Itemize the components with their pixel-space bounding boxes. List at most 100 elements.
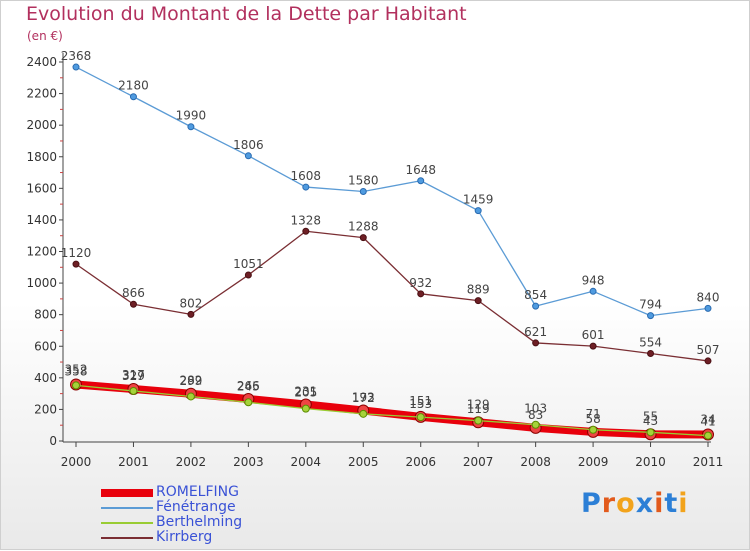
data-point-fenetrange — [589, 287, 597, 295]
data-point-fenetrange — [474, 207, 482, 215]
logo-letter: i — [678, 488, 689, 519]
y-tick-label: 800 — [34, 308, 57, 322]
legend-swatch — [101, 521, 153, 524]
logo-letter: P — [581, 488, 602, 519]
data-label-romelfing: 358 — [65, 364, 88, 378]
data-point-kirrberg — [647, 350, 655, 358]
data-point-berthelming — [186, 392, 195, 401]
data-label-fenetrange: 1459 — [463, 193, 494, 207]
logo-letter: o — [616, 488, 636, 519]
data-label-romelfing: 43 — [643, 414, 658, 428]
data-label-berthelming: 103 — [524, 402, 547, 416]
data-point-kirrberg — [129, 300, 137, 308]
y-tick-label: 400 — [34, 371, 57, 385]
data-point-fenetrange — [647, 312, 655, 320]
data-label-romelfing: 58 — [585, 412, 600, 426]
y-tick-label: 1600 — [26, 181, 57, 195]
x-tick-label: 2000 — [61, 455, 92, 469]
logo-letter: x — [635, 488, 655, 519]
data-label-berthelming: 71 — [585, 407, 600, 421]
legend-item: Fénétrange — [101, 500, 242, 515]
y-tick-label: 1000 — [26, 276, 57, 290]
data-point-kirrberg — [359, 234, 367, 242]
proxiti-logo: Proxiti — [581, 488, 689, 519]
data-point-fenetrange — [187, 123, 195, 131]
data-label-kirrberg: 889 — [467, 283, 490, 297]
series-line-kirrberg — [75, 230, 709, 362]
data-label-romelfing: 329 — [122, 369, 145, 383]
x-tick-label: 2007 — [463, 455, 494, 469]
logo-letter: t — [664, 488, 679, 519]
legend-item: Kirrberg — [101, 530, 242, 545]
y-tick-label: 1800 — [26, 150, 57, 164]
data-label-berthelming: 245 — [237, 379, 260, 393]
data-label-romelfing: 231 — [294, 385, 317, 399]
x-tick-label: 2010 — [635, 455, 666, 469]
data-point-kirrberg — [244, 271, 252, 279]
data-point-berthelming — [416, 413, 425, 422]
x-tick-label: 2006 — [405, 455, 436, 469]
data-point-fenetrange — [704, 304, 712, 312]
data-point-kirrberg — [589, 342, 597, 350]
legend-item: Berthelming — [101, 515, 242, 530]
data-point-fenetrange — [359, 187, 367, 195]
data-label-fenetrange: 1580 — [348, 173, 379, 187]
data-label-berthelming: 317 — [122, 368, 145, 382]
data-label-romelfing: 266 — [237, 379, 260, 393]
data-point-berthelming — [474, 416, 483, 425]
series-line-berthelming — [75, 384, 709, 437]
data-point-berthelming — [244, 398, 253, 407]
data-point-kirrberg — [704, 357, 712, 365]
y-tick-label: 2200 — [26, 87, 57, 101]
data-point-berthelming — [589, 425, 598, 434]
data-label-kirrberg: 507 — [697, 343, 720, 357]
series-line-romelfing — [75, 380, 709, 439]
data-point-berthelming — [646, 428, 655, 437]
data-point-berthelming — [72, 381, 80, 390]
legend-label: ROMELFING — [156, 484, 239, 500]
y-tick-label: 1400 — [26, 213, 57, 227]
data-label-romelfing: 193 — [352, 391, 375, 405]
data-label-romelfing: 153 — [409, 397, 432, 411]
data-label-romelfing: 41 — [700, 415, 715, 429]
data-label-kirrberg: 1051 — [233, 257, 264, 271]
data-label-berthelming: 129 — [467, 398, 490, 412]
y-tick-label: 2000 — [26, 118, 57, 132]
data-label-berthelming: 172 — [352, 391, 375, 405]
y-tick-label: 200 — [34, 402, 57, 416]
data-point-kirrberg — [532, 339, 540, 347]
data-label-romelfing: 83 — [528, 408, 543, 422]
x-tick-label: 2011 — [693, 455, 724, 469]
legend-label: Fénétrange — [156, 499, 236, 515]
data-label-kirrberg: 802 — [179, 296, 202, 310]
data-label-fenetrange: 794 — [639, 298, 662, 312]
data-label-fenetrange: 1608 — [291, 169, 322, 183]
data-label-fenetrange: 840 — [697, 290, 720, 304]
legend-label: Kirrberg — [156, 529, 213, 545]
logo-letter: r — [601, 488, 617, 519]
data-label-kirrberg: 601 — [582, 328, 605, 342]
x-tick-label: 2003 — [233, 455, 264, 469]
data-label-romelfing: 299 — [179, 374, 202, 388]
x-tick-label: 2008 — [520, 455, 551, 469]
x-tick-label: 2004 — [291, 455, 322, 469]
data-label-berthelming: 151 — [409, 394, 432, 408]
data-point-berthelming — [129, 386, 138, 395]
data-point-fenetrange — [72, 63, 80, 71]
data-label-kirrberg: 554 — [639, 336, 662, 350]
data-point-berthelming — [704, 431, 712, 440]
legend: ROMELFING Fénétrange Berthelming Kirrberg — [101, 485, 242, 545]
data-label-kirrberg: 1288 — [348, 220, 379, 234]
x-tick-label: 2009 — [578, 455, 609, 469]
legend-label: Berthelming — [156, 514, 243, 530]
data-point-berthelming — [359, 409, 368, 418]
x-tick-label: 2005 — [348, 455, 379, 469]
data-label-kirrberg: 1328 — [291, 213, 322, 227]
data-label-fenetrange: 2180 — [118, 79, 149, 93]
data-point-fenetrange — [244, 152, 252, 160]
data-label-kirrberg: 1120 — [61, 246, 92, 260]
y-tick-label: 0 — [49, 434, 57, 448]
legend-swatch — [101, 536, 153, 539]
data-label-berthelming: 34 — [700, 413, 715, 427]
